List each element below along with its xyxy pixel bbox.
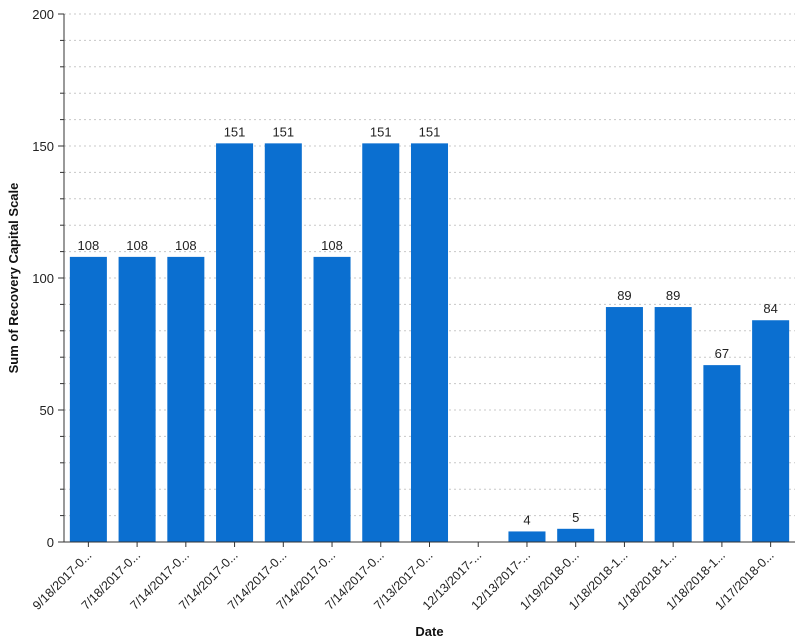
bar[interactable] (69, 256, 107, 542)
data-label: 151 (419, 124, 441, 139)
bar[interactable] (654, 307, 692, 542)
bar[interactable] (703, 365, 741, 542)
bar[interactable] (118, 256, 156, 542)
y-tick-label: 150 (32, 139, 54, 154)
data-label: 108 (78, 238, 100, 253)
data-label: 151 (224, 124, 246, 139)
data-label: 5 (572, 510, 579, 525)
bars (69, 143, 790, 543)
x-axis-title: Date (415, 624, 443, 639)
data-label: 151 (370, 124, 392, 139)
data-label: 4 (523, 512, 530, 527)
bar[interactable] (313, 256, 351, 542)
data-label: 108 (175, 238, 197, 253)
data-label: 108 (321, 238, 343, 253)
data-label: 67 (715, 346, 729, 361)
data-label: 151 (272, 124, 294, 139)
bar[interactable] (752, 320, 790, 542)
y-tick-label: 100 (32, 271, 54, 286)
data-label: 84 (763, 301, 777, 316)
data-label: 108 (126, 238, 148, 253)
y-tick-label: 50 (40, 403, 54, 418)
data-labels: 108 108 108 151 151 108 151 151 4 5 89 89 67 84 (78, 124, 778, 527)
bar[interactable] (410, 143, 449, 543)
bar[interactable] (264, 143, 302, 543)
bar[interactable] (216, 143, 254, 543)
y-tick-label: 0 (47, 535, 54, 550)
y-tick-label: 200 (32, 7, 54, 22)
bar[interactable] (362, 143, 400, 543)
y-axis-title: Sum of Recovery Capital Scale (6, 183, 21, 374)
bar[interactable] (508, 531, 546, 542)
bar[interactable] (167, 256, 205, 542)
data-label: 89 (617, 288, 631, 303)
bar[interactable] (605, 307, 643, 542)
data-label: 89 (666, 288, 680, 303)
bar[interactable] (557, 528, 595, 542)
